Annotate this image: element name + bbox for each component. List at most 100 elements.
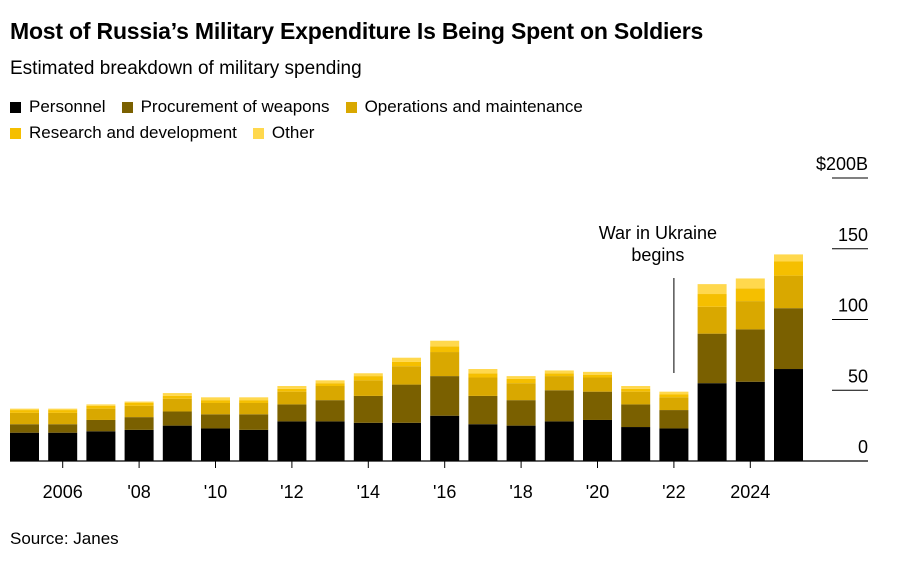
bar-2024-procurement	[735, 329, 765, 382]
bar-2019-research	[544, 373, 574, 377]
bar-2011-personnel	[239, 429, 269, 461]
bar-2018-other	[506, 376, 536, 379]
bar-2008-research	[124, 402, 154, 406]
bar-2010-operations	[201, 402, 230, 415]
bar-2017-personnel	[468, 424, 498, 461]
x-tick-label-2024: 2024	[730, 482, 770, 502]
bar-2016-research	[430, 346, 460, 353]
bar-2025-personnel	[774, 369, 803, 461]
bar-2007-research	[86, 405, 116, 409]
legend-item-procurement: Procurement of weapons	[121, 97, 330, 117]
bar-2017-operations	[468, 377, 498, 396]
bar-2009-procurement	[162, 411, 192, 426]
chart-subtitle: Estimated breakdown of military spending	[10, 58, 362, 79]
bar-2012-personnel	[277, 421, 307, 461]
bar-2023-research	[697, 294, 727, 307]
bar-2015-procurement	[392, 384, 421, 423]
bar-2019-procurement	[544, 390, 574, 422]
bar-2025-operations	[774, 275, 803, 309]
bar-2013-operations	[315, 386, 345, 401]
bar-2015-other	[392, 357, 421, 362]
bar-2011-research	[239, 400, 269, 403]
bar-2007-other	[86, 404, 116, 406]
bar-2005-operations	[10, 412, 39, 425]
y-tick-label-150: 150	[838, 225, 868, 245]
bar-2010-personnel	[201, 428, 230, 461]
bar-2016-procurement	[430, 376, 460, 416]
bar-2009-research	[162, 395, 192, 399]
bar-2014-other	[353, 373, 383, 377]
bar-2019-other	[544, 370, 574, 374]
legend-label-research: Research and development	[29, 123, 237, 142]
source-note: Source: Janes	[10, 529, 119, 548]
bar-2008-other	[124, 401, 154, 403]
bar-2005-personnel	[10, 432, 39, 461]
bar-2005-research	[10, 410, 39, 413]
bar-2006-other	[48, 408, 78, 411]
bar-2010-procurement	[201, 414, 230, 429]
y-tick-label-200: $200B	[816, 154, 868, 174]
legend: Personnel Procurement of weapons Operati…	[10, 94, 770, 146]
bar-2021-operations	[621, 391, 651, 405]
bar-2024-other	[735, 278, 765, 289]
bar-2006-research	[48, 410, 78, 413]
bar-2020-procurement	[583, 391, 612, 420]
bar-2015-research	[392, 361, 421, 367]
bar-2009-personnel	[162, 425, 192, 461]
annotation-text-line2: begins	[631, 245, 684, 265]
x-tick-label-2008: '08	[127, 482, 150, 502]
bar-2013-research	[315, 383, 345, 387]
bar-2024-personnel	[735, 381, 765, 461]
legend-item-research: Research and development	[10, 123, 237, 143]
legend-swatch-other	[252, 127, 264, 139]
bar-2015-operations	[392, 366, 421, 385]
legend-row-2: Research and development Other	[10, 120, 770, 146]
bar-2013-other	[315, 380, 345, 384]
legend-swatch-procurement	[121, 101, 133, 113]
bar-2008-operations	[124, 405, 154, 418]
bar-2018-research	[506, 378, 536, 384]
legend-swatch-research	[10, 127, 21, 139]
bar-2006-operations	[48, 412, 78, 425]
legend-item-personnel: Personnel	[10, 97, 106, 117]
bar-2021-procurement	[621, 404, 651, 428]
bar-2019-personnel	[544, 421, 574, 461]
bar-2008-procurement	[124, 417, 154, 430]
x-tick-label-2010: '10	[204, 482, 227, 502]
bar-2024-research	[735, 288, 765, 302]
bar-2022-procurement	[659, 410, 689, 429]
bar-2015-personnel	[392, 422, 421, 461]
x-tick-label-2018: '18	[509, 482, 532, 502]
bar-2023-procurement	[697, 333, 727, 384]
bar-2014-operations	[353, 380, 383, 396]
legend-label-other: Other	[271, 123, 315, 142]
bar-2014-research	[353, 376, 383, 381]
bar-2011-other	[239, 397, 269, 401]
bar-2018-operations	[506, 383, 536, 401]
bar-2023-personnel	[697, 383, 727, 461]
bar-2025-research	[774, 261, 803, 276]
bar-2005-other	[10, 408, 39, 411]
x-tick-label-2020: '20	[586, 482, 609, 502]
legend-swatch-personnel	[10, 101, 21, 113]
bar-2022-other	[659, 391, 689, 395]
bar-2021-other	[621, 386, 651, 389]
bar-2020-research	[583, 374, 612, 378]
bar-2012-research	[277, 388, 307, 392]
bar-2022-operations	[659, 397, 689, 411]
bar-2014-personnel	[353, 422, 383, 461]
bar-2016-other	[430, 340, 460, 347]
x-tick-label-2014: '14	[357, 482, 380, 502]
legend-swatch-operations	[345, 101, 357, 113]
bar-2020-other	[583, 371, 612, 375]
bar-2006-procurement	[48, 424, 78, 433]
bar-2010-other	[201, 397, 230, 401]
legend-label-operations: Operations and maintenance	[364, 97, 583, 116]
x-tick-label-2016: '16	[433, 482, 456, 502]
bar-2010-research	[201, 400, 230, 403]
bar-2009-other	[162, 393, 192, 396]
bar-2007-procurement	[86, 419, 116, 432]
y-tick-label-100: 100	[838, 296, 868, 316]
bar-2017-procurement	[468, 395, 498, 425]
